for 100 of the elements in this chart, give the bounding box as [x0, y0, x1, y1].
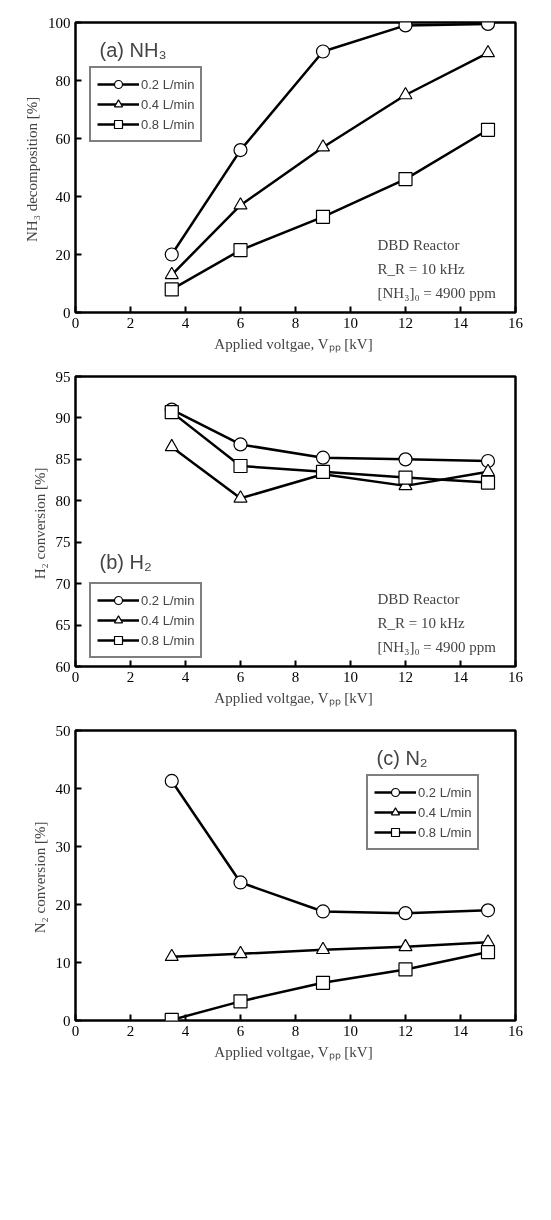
point — [480, 944, 496, 960]
x-tick-label: 16 — [508, 1022, 524, 1039]
y-tick-label: 20 — [55, 896, 71, 913]
legend-label: 0.8 L/min — [418, 823, 472, 842]
y-tick-label: 60 — [55, 658, 71, 675]
point — [233, 945, 248, 959]
annotation: (c) N₂ — [376, 746, 428, 769]
y-tick-label: 80 — [55, 492, 71, 509]
x-tick-label: 8 — [291, 1022, 300, 1039]
x-tick-label: 14 — [453, 668, 469, 685]
x-tick-label: 10 — [343, 314, 358, 331]
point — [164, 948, 179, 962]
x-tick-label: 2 — [126, 1022, 135, 1039]
annotation: R_R = 10 kHz — [377, 260, 466, 277]
point — [315, 44, 331, 59]
point — [480, 122, 496, 137]
point — [233, 243, 248, 258]
y-axis-title: NH₃ decomposition [%] — [24, 96, 40, 242]
x-tick-label: 6 — [236, 1022, 245, 1039]
y-tick-label: 50 — [55, 722, 71, 739]
legend-label: 0.4 L/min — [141, 611, 195, 630]
point — [164, 247, 179, 262]
legend-label: 0.2 L/min — [418, 783, 472, 802]
annotation: [NH₃]₀ = 4900 ppm — [377, 284, 497, 301]
x-tick-label: 12 — [398, 1022, 413, 1039]
point — [480, 903, 496, 918]
legend-label: 0.2 L/min — [141, 591, 195, 610]
point — [315, 975, 331, 990]
point — [315, 209, 331, 224]
point — [233, 143, 248, 158]
point — [233, 875, 248, 890]
point — [480, 475, 496, 490]
x-tick-label: 10 — [343, 668, 358, 685]
legend-label: 0.4 L/min — [418, 803, 472, 822]
point — [480, 453, 496, 469]
point — [164, 282, 179, 297]
point — [398, 938, 413, 952]
x-tick-label: 8 — [291, 314, 300, 331]
y-tick-label: 40 — [55, 188, 71, 205]
x-tick-label: 4 — [181, 668, 190, 685]
y-tick-label: 65 — [55, 617, 71, 634]
point — [315, 450, 331, 465]
y-tick-label: 95 — [55, 368, 71, 385]
point — [398, 452, 413, 467]
legend-label: 0.8 L/min — [141, 631, 195, 650]
point — [233, 437, 248, 452]
point — [398, 962, 413, 977]
point — [164, 773, 179, 789]
x-axis-title: Applied voltgae, Vₚₚ [kV] — [214, 1043, 373, 1061]
y-axis-title: N₂ conversion [%] — [31, 821, 48, 934]
point — [398, 172, 413, 187]
x-tick-label: 6 — [236, 668, 245, 685]
y-tick-label: 20 — [55, 246, 71, 263]
x-tick-label: 16 — [508, 314, 524, 331]
y-tick-label: 90 — [55, 409, 71, 426]
x-tick-label: 14 — [453, 314, 469, 331]
x-tick-label: 2 — [126, 314, 135, 331]
x-tick-label: 6 — [236, 314, 245, 331]
point — [480, 44, 496, 58]
point — [398, 906, 413, 921]
x-tick-label: 12 — [398, 314, 413, 331]
y-tick-label: 80 — [55, 72, 71, 89]
point — [315, 139, 331, 152]
point — [164, 438, 179, 452]
point — [398, 86, 413, 100]
annotation: DBD Reactor — [377, 590, 460, 607]
legend-label: 0.4 L/min — [141, 95, 195, 114]
point — [233, 458, 248, 474]
annotation: R_R = 10 kHz — [377, 614, 466, 631]
x-axis-title: Applied voltgae, Vₚₚ [kV] — [214, 335, 373, 353]
point — [233, 994, 248, 1009]
annotation: [NH₃]₀ = 4900 ppm — [377, 638, 497, 655]
y-tick-label: 60 — [55, 130, 71, 147]
y-tick-label: 30 — [55, 838, 71, 855]
point — [398, 470, 413, 485]
y-tick-label: 85 — [55, 451, 71, 468]
point — [315, 904, 331, 919]
x-tick-label: 4 — [181, 314, 190, 331]
legend-label: 0.8 L/min — [141, 115, 195, 134]
y-tick-label: 100 — [48, 14, 71, 31]
x-tick-label: 12 — [398, 668, 413, 685]
annotation: DBD Reactor — [377, 236, 460, 253]
y-tick-label: 10 — [55, 954, 71, 971]
annotation: (b) H₂ — [99, 550, 152, 573]
x-tick-label: 8 — [291, 668, 300, 685]
legend-label: 0.2 L/min — [141, 75, 195, 94]
point — [164, 266, 179, 280]
point — [233, 490, 248, 503]
x-tick-label: 2 — [126, 668, 135, 685]
x-tick-label: 16 — [508, 668, 524, 685]
x-tick-label: 14 — [453, 1022, 469, 1039]
point — [315, 941, 331, 955]
x-tick-label: 4 — [181, 1022, 190, 1039]
y-tick-label: 75 — [55, 534, 71, 551]
annotation: (a) NH₃ — [99, 38, 167, 61]
point — [233, 197, 248, 210]
x-tick-label: 10 — [343, 1022, 358, 1039]
y-axis-title: H₂ conversion [%] — [31, 467, 48, 580]
x-axis-title: Applied voltgae, Vₚₚ [kV] — [214, 689, 373, 707]
y-tick-label: 40 — [55, 780, 71, 797]
